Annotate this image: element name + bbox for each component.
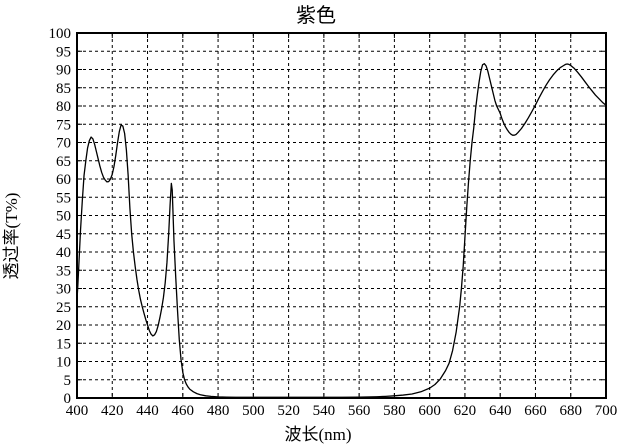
- y-tick-label: 100: [49, 26, 72, 42]
- x-tick-label: 560: [348, 403, 371, 419]
- y-tick-label: 95: [56, 44, 71, 60]
- y-tick-label: 0: [64, 391, 72, 407]
- x-tick-label: 640: [489, 403, 512, 419]
- y-tick-label: 55: [56, 190, 71, 206]
- x-tick-label: 500: [242, 403, 265, 419]
- x-tick-label: 480: [207, 403, 230, 419]
- y-tick-label: 20: [56, 318, 71, 334]
- y-tick-label: 40: [56, 245, 71, 261]
- y-tick-label: 5: [64, 373, 72, 389]
- plot-area: 0 5 10 15 20 25 30 35 40 45 50 55 60 65 70 75 80 85 90 95 10…: [49, 26, 618, 419]
- x-tick-label: 540: [313, 403, 336, 419]
- x-tick-label: 440: [136, 403, 159, 419]
- x-axis-label: 波长(nm): [284, 425, 351, 444]
- y-axis-label: 透过率(T%): [2, 193, 21, 280]
- y-tick-label: 75: [56, 117, 71, 133]
- chart-title: 紫色: [296, 4, 336, 27]
- x-tick-label: 580: [383, 403, 406, 419]
- x-tick-label: 600: [418, 403, 441, 419]
- y-tick-label: 65: [56, 154, 71, 170]
- x-tick-label: 520: [277, 403, 300, 419]
- y-tick-label: 50: [56, 209, 71, 225]
- x-tick-label: 620: [454, 403, 477, 419]
- y-tick-label: 10: [56, 355, 71, 371]
- y-tick-label: 90: [56, 63, 71, 79]
- x-tick-label: 420: [101, 403, 124, 419]
- y-tick-label: 45: [56, 227, 71, 243]
- y-tick-label: 30: [56, 282, 71, 298]
- y-tick-label: 80: [56, 99, 71, 115]
- y-tick-label: 25: [56, 300, 71, 316]
- y-tick-label: 35: [56, 263, 71, 279]
- x-tick-label: 680: [559, 403, 582, 419]
- x-tick-label: 400: [66, 403, 89, 419]
- y-tick-label: 60: [56, 172, 71, 188]
- y-tick-label: 85: [56, 81, 71, 97]
- y-tick-label: 15: [56, 336, 71, 352]
- y-tick-label: 70: [56, 136, 71, 152]
- x-tick-label: 460: [172, 403, 195, 419]
- x-tick-label: 660: [524, 403, 547, 419]
- x-tick-label: 700: [595, 403, 618, 419]
- transmittance-curve: [76, 63, 607, 398]
